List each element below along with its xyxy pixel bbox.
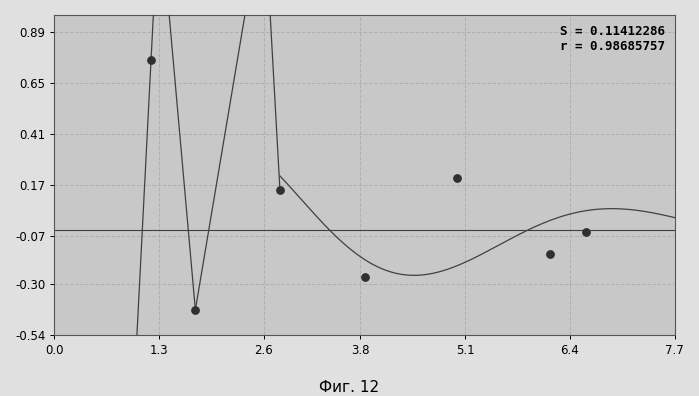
Point: [545, 250, 556, 257]
Text: S = 0.11412286
r = 0.98685757: S = 0.11412286 r = 0.98685757: [561, 25, 665, 53]
Text: Фиг. 12: Фиг. 12: [319, 380, 380, 395]
Point: [274, 187, 285, 193]
Point: [189, 307, 201, 313]
Point: [359, 274, 370, 280]
Point: [580, 229, 591, 236]
Point: [145, 56, 157, 63]
Point: [452, 175, 463, 181]
